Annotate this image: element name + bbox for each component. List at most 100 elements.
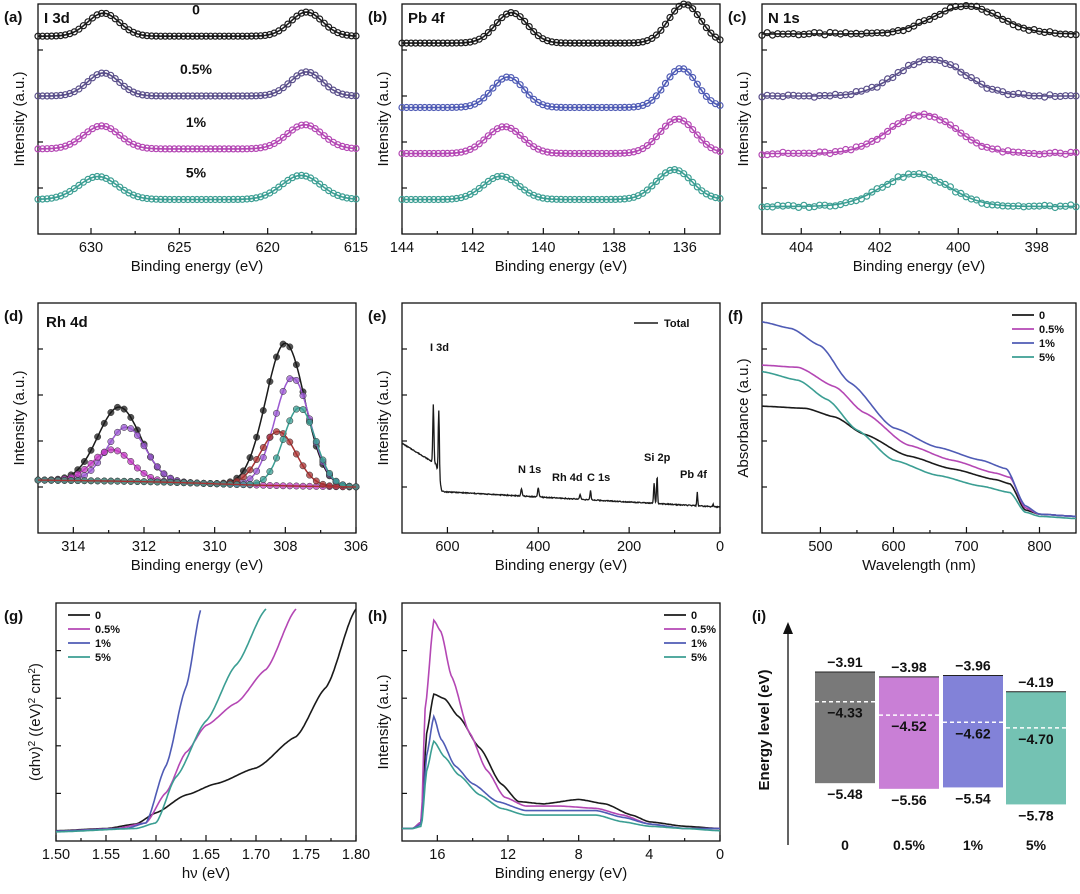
- data-point: [580, 103, 588, 112]
- x-tick-label: 404: [789, 240, 813, 256]
- data-point: [243, 32, 251, 40]
- data-point: [421, 195, 429, 204]
- data-point: [493, 125, 501, 133]
- data-point: [286, 375, 294, 383]
- data-point: [302, 8, 310, 16]
- data-point: [306, 418, 314, 426]
- data-point: [821, 91, 829, 100]
- data-point: [88, 173, 97, 181]
- data-point: [936, 10, 944, 18]
- data-point: [166, 145, 174, 153]
- data-point: [616, 103, 624, 112]
- data-point: [1035, 202, 1044, 210]
- data-point: [129, 140, 137, 148]
- data-point: [815, 148, 824, 156]
- data-point: [931, 113, 939, 121]
- data-point: [711, 100, 720, 108]
- data-point: [566, 103, 574, 112]
- data-point: [584, 103, 592, 112]
- data-point: [316, 180, 324, 188]
- data-point: [252, 194, 260, 202]
- fermi-value: −4.62: [955, 725, 991, 741]
- data-point: [259, 475, 267, 483]
- data-point: [234, 145, 242, 153]
- data-point: [439, 195, 447, 203]
- data-point: [148, 195, 156, 203]
- data-point: [534, 193, 542, 201]
- data-point: [904, 170, 913, 178]
- data-point: [52, 92, 60, 100]
- y-axis-title: Absorbance (a.u.): [735, 358, 752, 477]
- data-point: [416, 103, 424, 112]
- panel-letter: (g): [4, 608, 23, 625]
- data-point: [247, 32, 256, 40]
- band-bar: [879, 676, 939, 789]
- data-point: [152, 195, 160, 203]
- data-point: [493, 79, 501, 87]
- data-point: [421, 149, 429, 158]
- data-point: [957, 129, 965, 137]
- data-point: [352, 32, 360, 40]
- data-point: [889, 178, 897, 186]
- data-point: [443, 195, 451, 203]
- data-point: [680, 117, 688, 125]
- data-point: [607, 103, 615, 112]
- x-tick-label: 306: [344, 539, 368, 555]
- data-point: [398, 195, 406, 204]
- data-point: [484, 132, 492, 140]
- data-point: [143, 91, 151, 100]
- data-point: [620, 195, 629, 203]
- data-point: [87, 466, 95, 474]
- data-point: [275, 183, 283, 191]
- data-point: [480, 181, 488, 189]
- data-point: [430, 103, 438, 112]
- category-label: 0: [841, 837, 849, 853]
- data-point: [584, 149, 592, 158]
- data-point: [625, 194, 633, 202]
- data-point: [763, 151, 771, 159]
- data-point: [1051, 148, 1059, 156]
- data-point: [38, 32, 47, 40]
- cbm-value: −3.91: [827, 654, 863, 670]
- data-point: [602, 103, 611, 112]
- data-point: [826, 202, 834, 210]
- data-point: [43, 32, 51, 40]
- data-point: [670, 166, 679, 174]
- x-tick-label: 140: [531, 240, 555, 256]
- data-point: [489, 24, 497, 32]
- data-point: [247, 145, 256, 153]
- data-point: [457, 148, 465, 156]
- data-point: [462, 102, 470, 111]
- data-point: [1040, 201, 1049, 209]
- panel-letter: (e): [368, 308, 386, 325]
- data-point: [931, 56, 939, 64]
- data-point: [821, 201, 829, 209]
- data-point: [972, 196, 981, 204]
- fermi-value: −4.33: [827, 705, 863, 721]
- data-point: [319, 456, 327, 464]
- data-point: [643, 186, 651, 194]
- data-point: [552, 195, 561, 203]
- data-point: [557, 39, 565, 47]
- fermi-value: −4.52: [891, 718, 927, 734]
- data-point: [480, 32, 488, 41]
- data-point: [999, 88, 1007, 96]
- data-point: [188, 32, 197, 40]
- background-line: [37, 479, 356, 488]
- x-tick-label: 8: [575, 847, 583, 863]
- data-point: [448, 195, 456, 203]
- data-point: [266, 90, 274, 99]
- data-point: [580, 195, 588, 204]
- data-point: [868, 188, 876, 196]
- data-point: [225, 145, 233, 153]
- data-point: [79, 81, 88, 90]
- data-point: [94, 433, 102, 441]
- data-point: [175, 195, 183, 204]
- data-point: [107, 438, 115, 446]
- data-point: [598, 195, 606, 204]
- panel-e: 600 400 200 0 Binding energy (eV) Intensity (…: [375, 302, 724, 574]
- data-point: [511, 127, 520, 135]
- data-point: [831, 29, 839, 37]
- data-point: [539, 147, 547, 155]
- data-point: [543, 195, 552, 203]
